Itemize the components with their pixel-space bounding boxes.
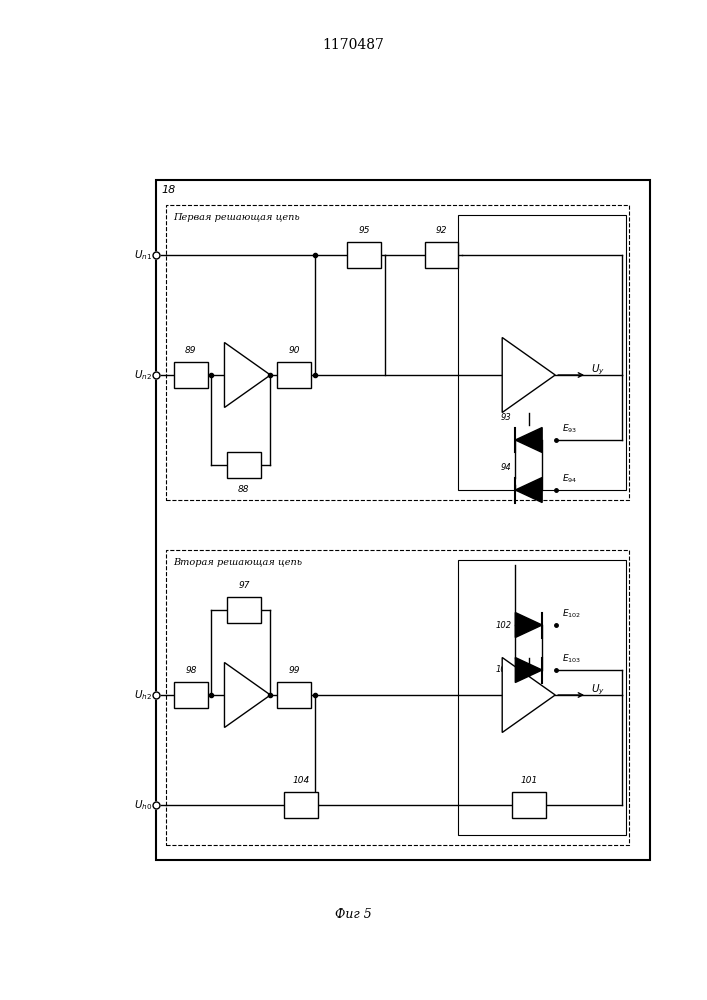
- Text: $E_{94}$: $E_{94}$: [562, 473, 578, 485]
- Text: $U_{n2}$: $U_{n2}$: [134, 368, 152, 382]
- Bar: [458, 560, 626, 835]
- Text: $U_y$: $U_y$: [590, 683, 604, 697]
- Text: 93: 93: [501, 414, 512, 422]
- Text: Вторая решающая цепь: Вторая решающая цепь: [173, 558, 302, 567]
- Text: 101: 101: [520, 776, 537, 785]
- Text: 95: 95: [358, 226, 370, 235]
- Polygon shape: [502, 338, 555, 412]
- Text: 1170487: 1170487: [322, 38, 385, 52]
- Text: 87: 87: [233, 370, 244, 379]
- Bar: [156, 180, 650, 860]
- Text: 18: 18: [161, 185, 175, 195]
- Text: 96: 96: [233, 690, 244, 700]
- Polygon shape: [515, 428, 542, 452]
- Bar: [277, 362, 311, 388]
- Bar: [348, 242, 382, 268]
- Bar: [166, 205, 629, 500]
- Bar: [174, 362, 208, 388]
- Text: Первая решающая цепь: Первая решающая цепь: [173, 213, 300, 222]
- Polygon shape: [224, 342, 270, 408]
- Text: 91: 91: [513, 370, 524, 379]
- Text: 99: 99: [288, 666, 300, 675]
- Text: $U_{h2}$: $U_{h2}$: [134, 688, 152, 702]
- Text: 89: 89: [185, 346, 197, 355]
- Text: $E_{93}$: $E_{93}$: [562, 422, 577, 435]
- Text: 98: 98: [185, 666, 197, 675]
- Text: $E_{103}$: $E_{103}$: [562, 652, 581, 665]
- Bar: [284, 792, 317, 818]
- Text: $U_{h0}$: $U_{h0}$: [134, 798, 152, 812]
- Bar: [277, 682, 311, 708]
- Bar: [227, 452, 261, 478]
- Text: $E_{102}$: $E_{102}$: [562, 607, 581, 620]
- Bar: [227, 597, 261, 623]
- Polygon shape: [515, 612, 542, 638]
- Text: $U_y$: $U_y$: [590, 363, 604, 377]
- Text: 94: 94: [501, 464, 512, 473]
- Text: $U_{n1}$: $U_{n1}$: [134, 248, 152, 262]
- Bar: [174, 682, 208, 708]
- Text: 90: 90: [288, 346, 300, 355]
- Polygon shape: [224, 662, 270, 728]
- Polygon shape: [515, 478, 542, 502]
- Polygon shape: [515, 658, 542, 682]
- Text: 88: 88: [238, 485, 250, 494]
- Bar: [458, 215, 626, 490]
- Text: Фиг 5: Фиг 5: [335, 908, 372, 922]
- Text: 103: 103: [496, 666, 512, 674]
- Text: 92: 92: [436, 226, 448, 235]
- Text: 102: 102: [496, 620, 512, 630]
- Bar: [166, 550, 629, 845]
- Text: 100: 100: [510, 690, 527, 700]
- Polygon shape: [502, 658, 555, 732]
- Bar: [424, 242, 458, 268]
- Text: 97: 97: [238, 581, 250, 590]
- Text: 104: 104: [292, 776, 310, 785]
- Bar: [512, 792, 546, 818]
